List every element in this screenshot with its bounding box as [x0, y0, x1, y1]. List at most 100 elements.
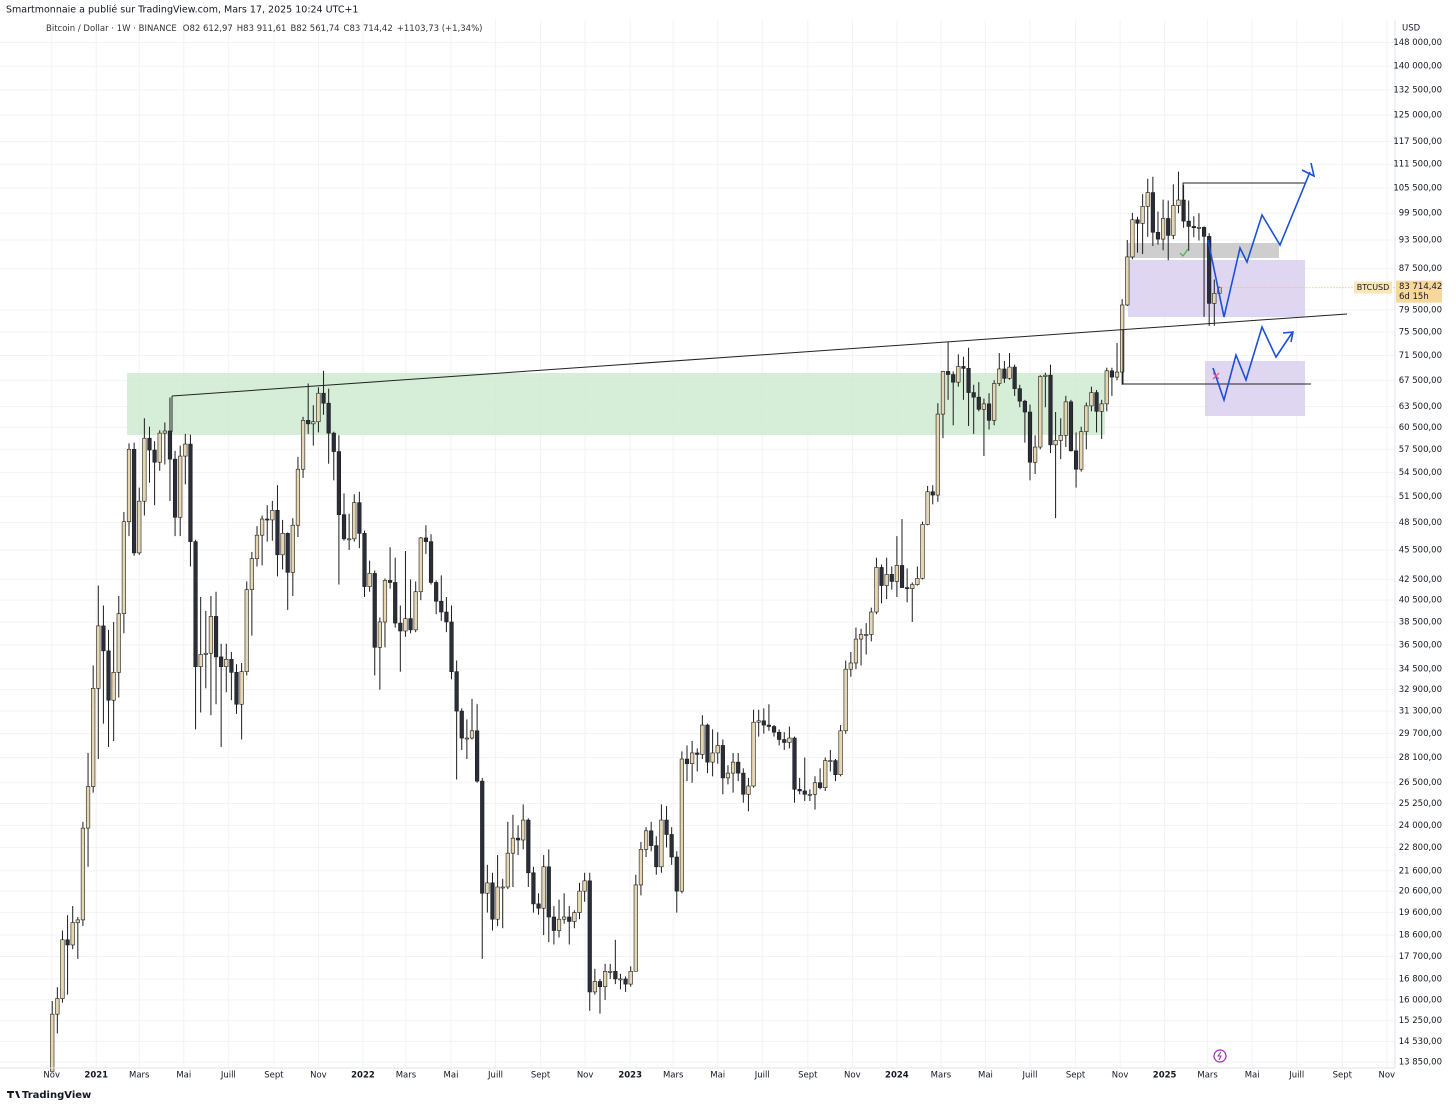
- price-badge: [1396, 280, 1442, 303]
- candle-body: [244, 589, 249, 672]
- candle-body: [50, 1013, 55, 1072]
- candles: [50, 171, 1222, 1072]
- candle-body: [536, 903, 541, 909]
- y-tick-label: 32 900,00: [1399, 685, 1442, 695]
- event-icon: [1213, 1049, 1227, 1063]
- candle-body: [884, 574, 889, 586]
- candle-body: [428, 541, 434, 583]
- candle-body: [879, 567, 884, 586]
- candle-body: [121, 521, 126, 614]
- candle-body: [618, 978, 623, 981]
- candle-body: [956, 366, 961, 383]
- candle-body: [101, 625, 106, 652]
- y-tick-label: 21 600,00: [1399, 866, 1442, 876]
- candle-body: [679, 758, 684, 892]
- symbol-label: BTCUSD: [1357, 283, 1390, 292]
- candle-body: [254, 534, 260, 559]
- candle-body: [408, 618, 413, 631]
- candle-body: [771, 726, 777, 733]
- candle-body: [971, 392, 976, 398]
- candle-body: [60, 939, 65, 999]
- candle-body: [1161, 218, 1166, 240]
- candle-body: [848, 662, 853, 670]
- x-tick-label: Nov: [577, 1071, 594, 1081]
- candle-body: [311, 421, 316, 425]
- candle-body: [1191, 226, 1196, 229]
- symbol-badge: [1354, 281, 1392, 294]
- candle-body: [321, 392, 326, 404]
- candle-body: [669, 834, 674, 858]
- candle-body: [265, 518, 270, 521]
- candle-body: [387, 580, 393, 583]
- candle-body: [1171, 205, 1176, 236]
- candle-body: [915, 578, 920, 585]
- candle-body: [1017, 388, 1022, 402]
- y-tick-label: 40 500,00: [1399, 596, 1442, 606]
- candle-body: [807, 793, 812, 796]
- x-tick-label: 2022: [351, 1071, 375, 1081]
- candle-body: [741, 772, 746, 795]
- candle-body: [592, 981, 597, 993]
- candle-body: [889, 574, 894, 582]
- ohlc-key: O: [183, 24, 190, 34]
- candle-body: [1073, 450, 1079, 470]
- candle-body: [649, 830, 654, 846]
- candle-body: [178, 455, 183, 518]
- countdown: 6d 15h: [1399, 292, 1429, 302]
- candle-body: [1053, 440, 1058, 446]
- candle-body: [331, 432, 336, 452]
- candle-body: [352, 502, 357, 540]
- candle-body: [172, 458, 178, 518]
- candle-body: [986, 403, 992, 421]
- candle-body: [1186, 220, 1191, 227]
- low-line: [1122, 330, 1311, 385]
- candle-body: [116, 613, 121, 673]
- candle-body: [526, 819, 531, 874]
- y-tick-label: 79 500,00: [1399, 305, 1442, 315]
- candle-body: [434, 582, 439, 602]
- candle-body: [1166, 218, 1171, 236]
- x-tick-label: Nov: [1379, 1071, 1396, 1081]
- grid: [0, 20, 1395, 1068]
- candle-body: [152, 449, 157, 463]
- candle-body: [567, 916, 572, 922]
- x-tick-label: Juill: [754, 1071, 770, 1081]
- candle-body: [577, 890, 582, 913]
- candle-body: [85, 786, 91, 829]
- candle-body: [1043, 374, 1048, 377]
- candle-body: [316, 392, 321, 423]
- candle-body: [823, 760, 828, 788]
- candle-body: [695, 752, 700, 755]
- candle-body: [75, 919, 80, 923]
- candle-body: [951, 374, 956, 383]
- candle-body: [582, 880, 587, 892]
- candle-body: [80, 827, 86, 921]
- candle-body: [1089, 392, 1094, 407]
- y-tick-label: 20 600,00: [1399, 887, 1442, 897]
- candle-body: [838, 730, 843, 776]
- candle-body: [295, 468, 301, 526]
- candle-body: [1140, 206, 1145, 224]
- candle-body: [659, 819, 664, 868]
- candle-body: [1038, 376, 1043, 448]
- x-tick-label: Sept: [531, 1071, 551, 1081]
- candle-body: [1125, 256, 1130, 306]
- candle-body: [1150, 192, 1155, 233]
- candle-body: [208, 616, 214, 654]
- candle-body: [362, 533, 367, 587]
- candle-body: [1022, 400, 1027, 413]
- y-tick-label: 54 500,00: [1399, 468, 1442, 478]
- candle-body: [326, 402, 331, 434]
- candle-body: [730, 761, 736, 774]
- candle-body: [802, 790, 807, 795]
- candle-body: [597, 981, 603, 987]
- candle-body: [91, 688, 96, 787]
- candle-body: [224, 659, 229, 667]
- x-tick-label: Nov: [844, 1071, 861, 1081]
- candle-body: [1109, 370, 1114, 378]
- candle-body: [505, 852, 510, 888]
- candle-body: [1196, 227, 1202, 229]
- candle-body: [510, 837, 516, 854]
- y-tick-label: 51 500,00: [1399, 492, 1442, 502]
